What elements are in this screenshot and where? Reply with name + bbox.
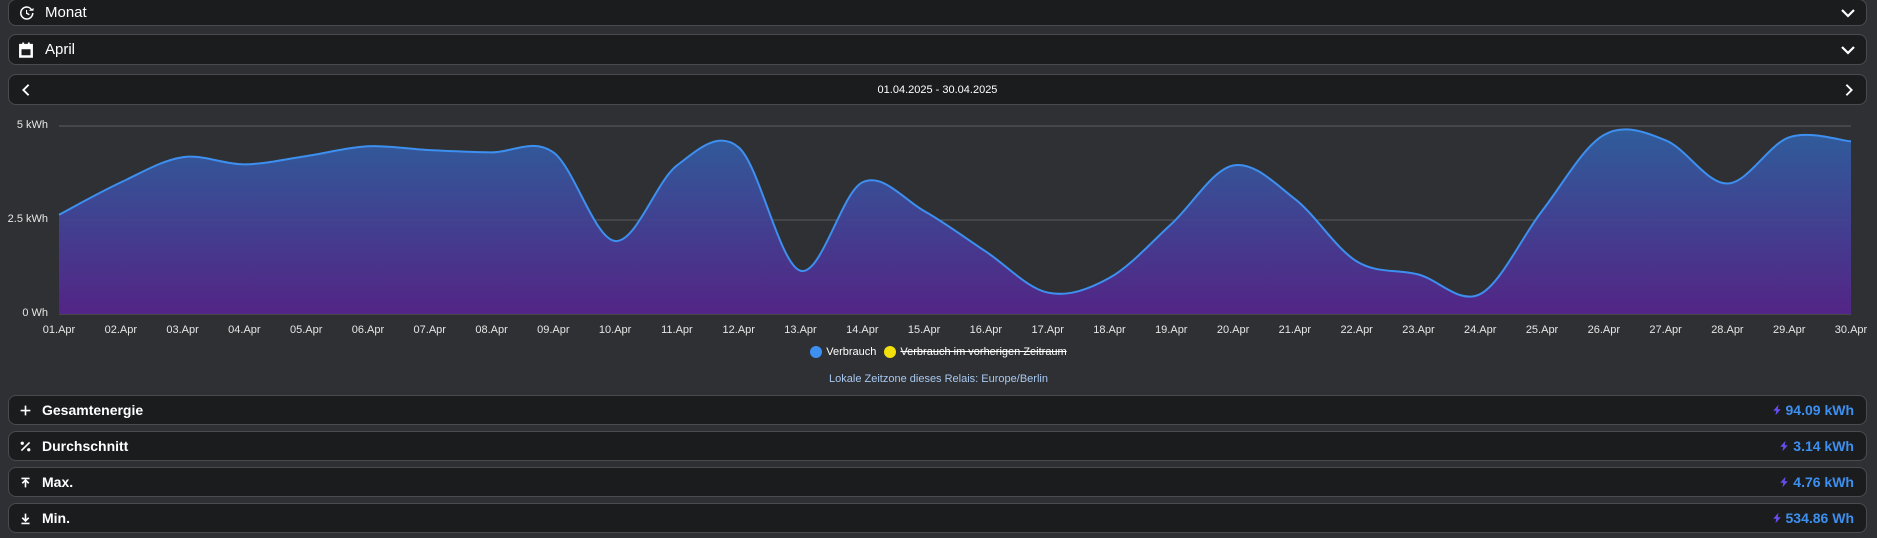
stat-row[interactable]: Durchschnitt 3.14 kWh: [8, 431, 1867, 461]
range-label: 01.04.2025 - 30.04.2025: [877, 83, 998, 96]
y-tick-label: 2.5 kWh: [8, 213, 48, 225]
x-tick-label: 30.Apr: [1835, 324, 1868, 336]
legend-item[interactable]: Verbrauch: [810, 346, 876, 358]
x-tick-label: 06.Apr: [352, 324, 385, 336]
next-button[interactable]: [1842, 83, 1856, 97]
stat-value-wrap: 4.76 kWh: [1778, 474, 1854, 490]
bolt-icon: [1772, 404, 1781, 416]
legend-label: Verbrauch: [826, 346, 877, 358]
x-tick-label: 17.Apr: [1031, 324, 1064, 336]
x-tick-label: 01.Apr: [43, 324, 76, 336]
timezone-note: Lokale Zeitzone dieses Relais: Europe/Be…: [829, 373, 1048, 385]
x-tick-label: 22.Apr: [1340, 324, 1373, 336]
legend-label: Verbrauch im vorherigen Zeitraum: [900, 346, 1067, 358]
x-tick-label: 26.Apr: [1588, 324, 1621, 336]
stat-value-wrap: 534.86 Wh: [1771, 510, 1854, 526]
stat-label: Gesamtenergie: [42, 402, 144, 418]
x-tick-label: 28.Apr: [1711, 324, 1744, 336]
legend-item[interactable]: Verbrauch im vorherigen Zeitraum: [884, 346, 1067, 358]
area: [59, 129, 1851, 314]
x-tick-label: 27.Apr: [1649, 324, 1682, 336]
calendar-icon: [19, 42, 33, 58]
prev-button[interactable]: [19, 83, 33, 97]
x-tick-label: 19.Apr: [1155, 324, 1188, 336]
bolt-icon: [1780, 440, 1789, 452]
x-tick-label: 29.Apr: [1773, 324, 1806, 336]
month-select[interactable]: April: [8, 34, 1867, 65]
stat-row[interactable]: Min. 534.86 Wh: [8, 503, 1867, 533]
stat-value: 534.86 Wh: [1785, 510, 1854, 526]
stat-value-wrap: 94.09 kWh: [1771, 402, 1854, 418]
line: [58, 128, 1852, 298]
stat-value: 4.76 kWh: [1793, 474, 1854, 490]
period-select[interactable]: Monat: [8, 0, 1867, 26]
x-tick-label: 02.Apr: [105, 324, 138, 336]
x-tick-label: 14.Apr: [846, 324, 879, 336]
x-tick-label: 24.Apr: [1464, 324, 1497, 336]
bolt-icon: [1780, 476, 1789, 488]
stat-icon: [20, 441, 31, 451]
x-tick-label: 21.Apr: [1279, 324, 1312, 336]
x-tick-label: 10.Apr: [599, 324, 632, 336]
bolt-icon: [1772, 512, 1781, 524]
stat-row[interactable]: Gesamtenergie 94.09 kWh: [8, 395, 1867, 425]
stat-label: Min.: [42, 510, 70, 526]
x-tick-label: 15.Apr: [908, 324, 941, 336]
stat-icon: [21, 513, 30, 524]
x-tick-label: 23.Apr: [1402, 324, 1435, 336]
chevron-down: [1841, 8, 1855, 18]
y-tick-label: 5 kWh: [17, 119, 48, 131]
stat-label: Max.: [42, 474, 74, 490]
stat-row[interactable]: Max. 4.76 kWh: [8, 467, 1867, 497]
legend-dot: [884, 346, 897, 358]
x-tick-label: 09.Apr: [537, 324, 570, 336]
stat-value: 94.09 kWh: [1785, 402, 1854, 418]
stat-label: Durchschnitt: [42, 438, 129, 454]
x-tick-label: 13.Apr: [784, 324, 817, 336]
stat-icon: [20, 405, 31, 415]
y-tick-label: 0 Wh: [22, 307, 48, 319]
x-tick-label: 08.Apr: [475, 324, 508, 336]
chart: 0 Wh 2.5 kWh 5 kWh 01.Apr 02.Apr 03.Apr 04.Apr…: [8, 119, 1868, 336]
x-tick-label: 04.Apr: [228, 324, 261, 336]
x-tick-label: 07.Apr: [414, 324, 447, 336]
legend: Verbrauch Verbrauch im vorherigen Zeitrau…: [0, 346, 1877, 358]
x-tick-label: 16.Apr: [970, 324, 1003, 336]
x-tick-label: 05.Apr: [290, 324, 323, 336]
x-tick-label: 12.Apr: [723, 324, 756, 336]
legend-dot: [810, 346, 823, 358]
month-label: April: [45, 41, 76, 58]
stat-value-wrap: 3.14 kWh: [1778, 438, 1854, 454]
x-tick-label: 25.Apr: [1526, 324, 1559, 336]
x-tick-label: 18.Apr: [1093, 324, 1126, 336]
chevron-down: [1841, 45, 1855, 55]
history-icon: [20, 5, 34, 20]
x-tick-label: 20.Apr: [1217, 324, 1250, 336]
x-tick-label: 03.Apr: [166, 324, 199, 336]
x-tick-label: 11.Apr: [661, 324, 693, 336]
stat-value: 3.14 kWh: [1793, 438, 1854, 454]
range-nav: 01.04.2025 - 30.04.2025: [8, 74, 1867, 105]
stat-icon: [21, 477, 30, 487]
period-label: Monat: [45, 4, 87, 21]
